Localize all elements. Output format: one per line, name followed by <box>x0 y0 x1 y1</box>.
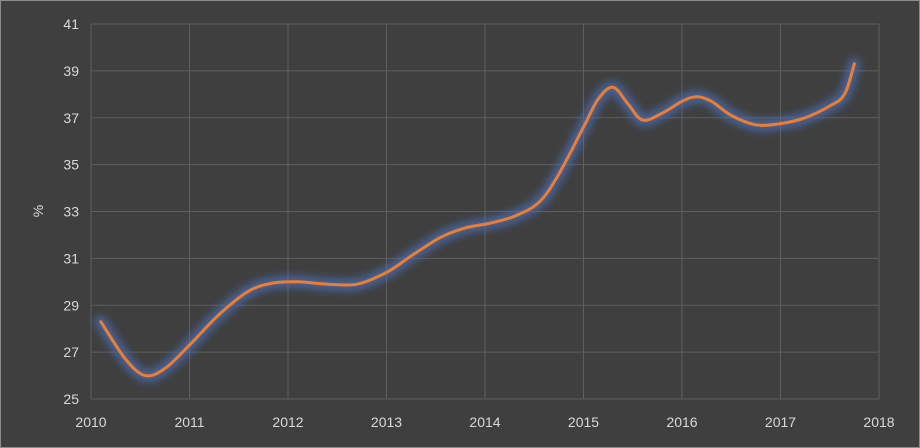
y-tick-label: 25 <box>63 391 79 407</box>
x-tick-label: 2017 <box>765 414 796 430</box>
x-tick-label: 2018 <box>863 414 894 430</box>
y-tick-label: 41 <box>63 16 79 32</box>
x-tick-label: 2013 <box>371 414 402 430</box>
y-tick-label: 29 <box>63 297 79 313</box>
x-tick-label: 2016 <box>666 414 697 430</box>
gridlines <box>90 23 880 400</box>
y-axis-label: % <box>30 205 46 217</box>
y-tick-label: 33 <box>63 204 79 220</box>
y-tick-label: 35 <box>63 157 79 173</box>
series-line-glow <box>94 57 861 382</box>
y-tick-label: 37 <box>63 110 79 126</box>
y-tick-label: 27 <box>63 344 79 360</box>
x-tick-label: 2012 <box>272 414 303 430</box>
y-tick-label: 31 <box>63 250 79 266</box>
series-line <box>99 62 856 378</box>
y-tick-label: 39 <box>63 63 79 79</box>
series-group <box>94 57 861 382</box>
x-tick-label: 2011 <box>174 414 204 430</box>
x-tick-label: 2014 <box>469 414 500 430</box>
x-axis-ticks: 2010 2011 2012 2013 2014 2015 2016 2017 2018 <box>75 414 894 430</box>
y-axis-ticks: 25 27 29 31 33 35 37 39 41 <box>63 16 79 407</box>
x-tick-label: 2015 <box>568 414 599 430</box>
x-tick-label: 2010 <box>75 414 106 430</box>
